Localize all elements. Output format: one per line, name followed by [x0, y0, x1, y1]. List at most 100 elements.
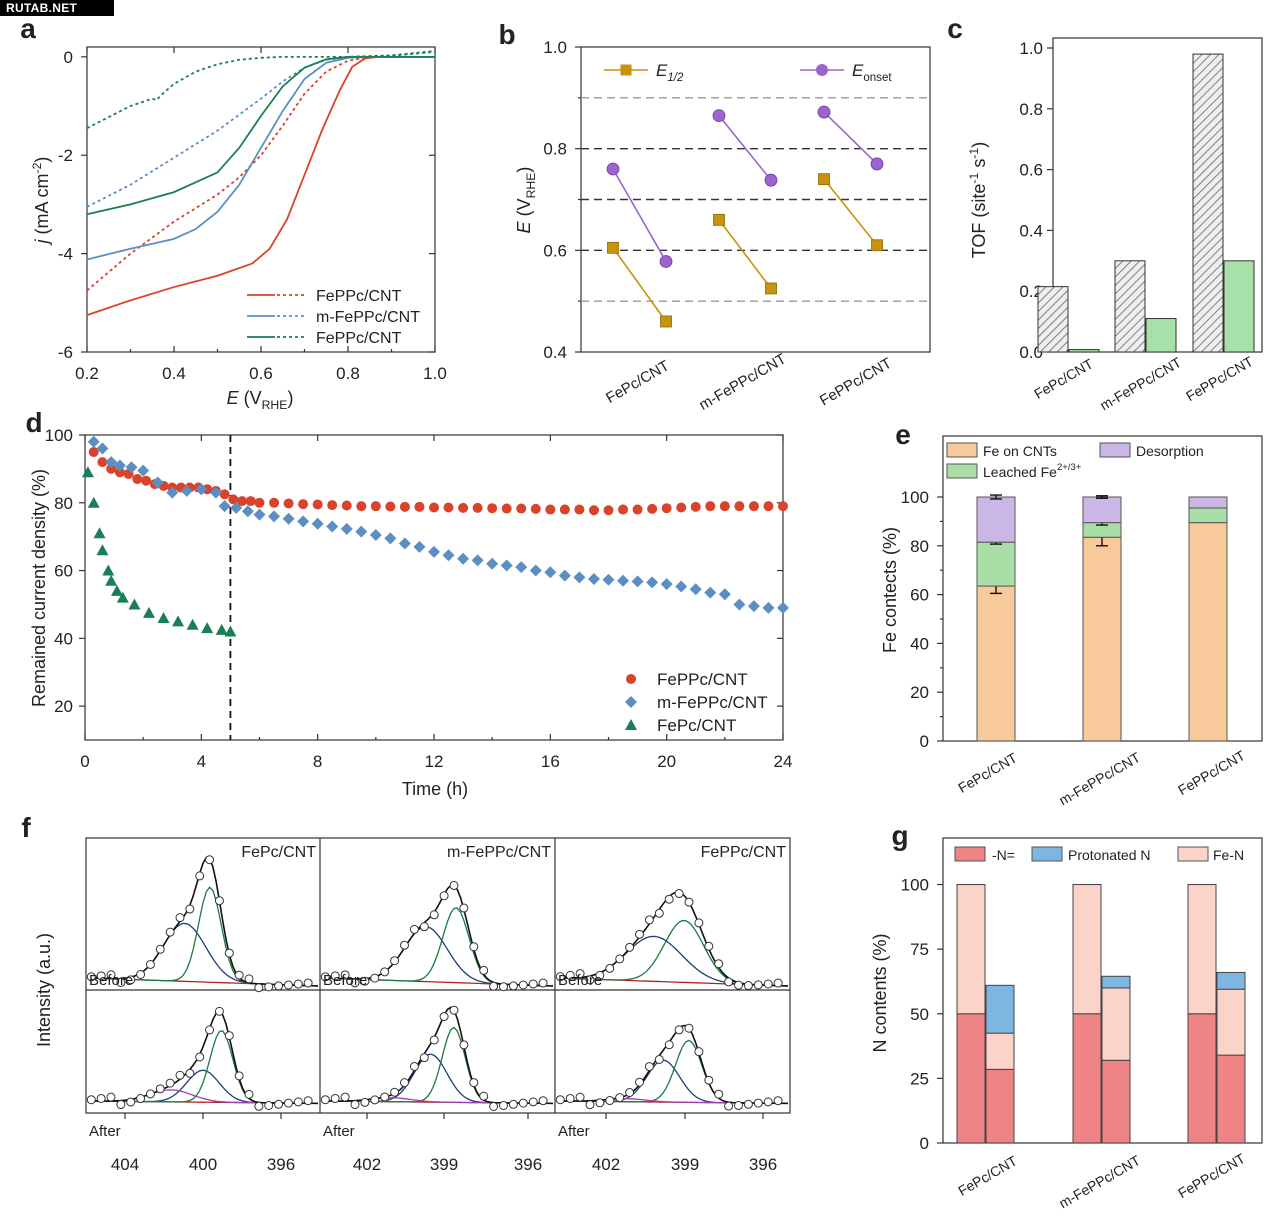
panel-d-point-diamond	[209, 486, 222, 499]
panel-f-data-point	[175, 913, 185, 923]
panel-f-data-point	[350, 1100, 360, 1110]
panel-d-point-circle	[88, 446, 99, 457]
panel-f-data-point	[528, 1097, 538, 1107]
panel-letter-c: c	[947, 13, 963, 44]
panel-a-xtick-label: 1.0	[423, 364, 447, 383]
panel-f-data-point	[205, 1025, 215, 1035]
panel-f-after-label: After	[89, 1123, 121, 1140]
panel-d-point-diamond	[660, 578, 673, 591]
panel-f-data-point	[195, 1052, 205, 1062]
panel-f-data-point	[274, 981, 284, 991]
panel-b-eonset-marker	[817, 105, 831, 119]
panel-b-e12-marker	[765, 282, 777, 295]
panel-f-data-point	[518, 980, 528, 990]
panel-e-ylabel: Fe contects (%)	[880, 527, 900, 653]
panel-a-xtick-label: 0.4	[162, 364, 186, 383]
panel-a-series-5	[86, 50, 436, 129]
panel-d-legend-marker	[626, 674, 636, 684]
panel-f-data-point	[575, 1092, 585, 1102]
panel-d-point-circle	[414, 501, 425, 512]
panel-f-data-point	[244, 974, 254, 984]
label-part: TOF (site	[969, 184, 989, 259]
panel-f-data-point	[565, 970, 575, 980]
panel-f-data-point	[106, 970, 116, 980]
panel-f-data-point	[714, 1089, 724, 1099]
panel-f-data-point	[724, 1101, 734, 1111]
panel-d-point-diamond	[515, 561, 528, 574]
panel-f-data-point	[724, 977, 734, 987]
panel-d-point-diamond	[675, 580, 688, 593]
panel-d-legend-marker	[625, 719, 637, 730]
panel-c-category-label: FePPc/CNT	[1183, 353, 1256, 404]
panel-f-data-point	[654, 1054, 664, 1064]
panel-f-data-point	[439, 1012, 449, 1022]
panel-d-point-diamond	[617, 574, 630, 587]
panel-f-data-point	[674, 1025, 684, 1035]
panel-d-point-triangle	[201, 622, 214, 634]
panel-g-bar-segment	[1072, 884, 1102, 1015]
panel-d-point-circle	[588, 505, 599, 516]
panel-d-point-diamond	[573, 571, 586, 584]
label-part: j	[32, 238, 52, 246]
panel-d-point-diamond	[486, 557, 499, 570]
panel-d-point-circle	[97, 457, 108, 468]
panel-f-data-point	[390, 1087, 400, 1097]
panel-a-xtick-label: 0.6	[249, 364, 273, 383]
panel-e-bar-segment	[1188, 496, 1228, 509]
panel-f-data-point	[459, 903, 469, 913]
panel-f-xtick-label: 396	[514, 1155, 542, 1174]
panel-d-point-diamond	[777, 601, 789, 614]
panel-f-subpanel-title: FePc/CNT	[241, 844, 316, 861]
label-part: -1	[967, 172, 981, 183]
panel-a-ytick-label: -4	[58, 245, 73, 264]
panel-f-xtick-label: 402	[592, 1155, 620, 1174]
panel-d-point-circle	[219, 489, 230, 500]
panel-f-data-point	[605, 963, 615, 973]
panel-f-data-point	[575, 969, 585, 979]
panel-g-bar-segment	[1187, 1013, 1217, 1144]
label-part: (V	[514, 198, 534, 221]
panel-f-data-point	[274, 1099, 284, 1109]
panel-a-ytick-label: -2	[58, 146, 73, 165]
panel-d-point-circle	[501, 503, 512, 514]
panel-f-data-point	[419, 1053, 429, 1063]
panel-g-category-label: m-FePPc/CNT	[1056, 1152, 1143, 1212]
panel-g-bar-segment	[956, 1013, 986, 1144]
panel-a-series-4	[86, 55, 435, 216]
panel-f-xtick-label: 404	[111, 1155, 139, 1174]
panel-d-point-circle	[356, 501, 367, 512]
panel-f-data-point	[489, 1101, 499, 1111]
panel-f-data-point	[499, 982, 508, 992]
panel-d-point-circle	[298, 499, 309, 510]
panel-g-ytick-label: 50	[910, 1005, 929, 1024]
panel-f-data-point	[96, 971, 106, 981]
panel-f-data-point	[195, 871, 205, 881]
panel-d-point-diamond	[96, 442, 109, 455]
panel-d-point-diamond	[241, 505, 254, 518]
panel-letter-e: e	[895, 419, 911, 450]
panel-e-legend-swatch	[946, 463, 978, 479]
panel-f-data-point	[508, 1099, 518, 1109]
panel-d-point-triangle	[110, 584, 123, 596]
panel-e-legend-label: Fe on CNTs	[983, 443, 1057, 459]
panel-f-data-point	[694, 1047, 704, 1057]
panel-f-data-point	[469, 942, 479, 952]
panel-b-ytick-label: 1.0	[543, 38, 567, 57]
label-part: RHE	[524, 173, 538, 199]
panel-g-bar-segment	[1101, 975, 1131, 989]
panel-f-peak-1	[321, 1053, 554, 1105]
panel-g-bar-segment	[985, 1068, 1015, 1144]
panel-f-data-point	[283, 1098, 293, 1108]
panel-f-after-label: After	[558, 1123, 590, 1140]
panel-f-envelope	[321, 1006, 554, 1105]
panel-d-point-triangle	[186, 618, 199, 630]
panel-f-data-point	[439, 891, 449, 901]
panel-a-series-2	[86, 55, 435, 261]
label-part: Leached Fe	[983, 464, 1057, 480]
panel-f-data-point	[155, 1084, 165, 1094]
panel-f-data-point	[303, 1096, 313, 1106]
panel-f-data-point	[489, 981, 499, 991]
panel-b-category-label: FePPc/CNT	[817, 355, 895, 410]
label-part: )	[969, 142, 989, 148]
panel-f-data-point	[449, 880, 459, 890]
